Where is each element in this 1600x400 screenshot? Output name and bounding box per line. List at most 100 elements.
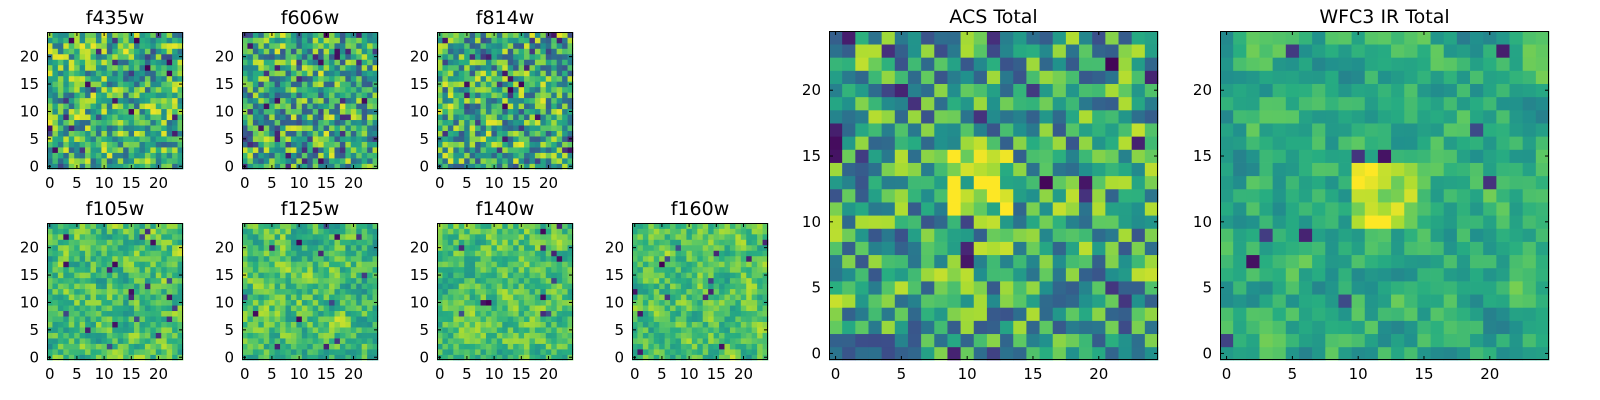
heatmap-cell [274,327,281,333]
heatmap-cell [686,310,693,317]
heatmap-cell [161,349,168,355]
heatmap-cell [95,59,102,66]
heatmap-cell [567,152,574,159]
heatmap-cell [79,327,86,333]
heatmap-cell [518,299,525,306]
heatmap-cell [329,75,335,82]
heatmap-cell [442,228,449,235]
heatmap-cell [350,321,357,328]
heatmap-cell [139,108,146,115]
heatmap-cell [274,103,281,110]
heatmap-cell [437,305,443,312]
heatmap-cell [258,261,265,268]
heatmap-cell [334,310,341,317]
heatmap-cell [464,81,470,88]
heatmap-cell [458,103,465,110]
heatmap-cell [242,294,248,301]
heatmap-cell [68,163,75,170]
heatmap-cell [47,349,53,355]
heatmap-cell [307,310,314,317]
heatmap-cell [123,158,129,164]
heatmap-cell [150,332,157,339]
heatmap-cell [85,130,91,137]
heatmap-cell [642,354,649,361]
heatmap-cell [502,114,509,121]
heatmap-cell [318,272,324,279]
heatmap-cell [274,316,281,322]
x-tick-label: 0 [630,365,640,383]
heatmap-cell [90,239,97,246]
heatmap-cell [57,239,64,246]
heatmap-cell [1000,228,1014,242]
heatmap-cell [258,272,265,279]
heatmap-cell [166,32,173,38]
heatmap-cell [161,239,168,246]
heatmap-cell [312,70,319,77]
heatmap-cell [1026,281,1040,295]
heatmap-cell [442,92,449,99]
heatmap-cell [280,255,286,262]
heatmap-cell [263,283,270,290]
heatmap-cell [106,228,113,235]
heatmap-cell [318,283,324,290]
heatmap-cell [453,338,460,344]
heatmap-cell [68,332,75,339]
heatmap-cell [670,299,676,306]
heatmap-cell [247,223,254,229]
heatmap-cell [339,163,346,170]
heatmap-cell [247,261,254,268]
heatmap-cell [269,158,275,164]
heatmap-cell [79,75,86,82]
heatmap-cell [323,119,330,126]
heatmap-cell [74,321,80,328]
heatmap-cell [285,152,292,159]
heatmap-cell [90,103,97,110]
heatmap-cell [496,299,503,306]
heatmap-cell [312,338,319,344]
heatmap-cell [117,228,124,235]
heatmap-cell [361,349,368,355]
heatmap-cell [960,320,975,335]
heatmap-cell [507,147,514,153]
heatmap-cell [480,108,487,115]
heatmap-cell [95,37,102,44]
heatmap-cell [301,288,308,295]
heatmap-cell [329,250,335,257]
heatmap-cell [258,114,265,121]
heatmap-cell [134,327,140,333]
y-tick-label: 15 [215,75,234,93]
heatmap-cell [680,233,687,240]
heatmap-cell [269,70,275,77]
heatmap-cell [155,332,162,339]
heatmap-cell [274,119,281,126]
heatmap-cell [247,305,254,312]
heatmap-cell [307,316,314,322]
heatmap-cell [691,299,698,306]
heatmap-cell [345,86,352,93]
heatmap-cell [475,332,481,339]
heatmap-cell [269,81,275,88]
heatmap-cell [513,97,519,104]
heatmap-cell [112,223,119,229]
heatmap-cell [513,261,519,268]
heatmap-cell [345,108,352,115]
heatmap-cell [986,267,1001,282]
heatmap-cell [855,346,869,361]
heatmap-cell [529,42,536,49]
heatmap-cell [697,239,704,246]
heatmap-cell [47,37,53,44]
heatmap-cell [469,81,476,88]
heatmap-cell [350,81,357,88]
heatmap-cell [947,215,961,229]
heatmap-cell [106,163,113,170]
heatmap-cell [502,288,509,295]
heatmap-cell [263,310,270,317]
heatmap-cell [139,228,146,235]
heatmap-cell [172,294,178,301]
heatmap-cell [79,163,86,170]
heatmap-cell [356,266,363,273]
heatmap-cell [172,338,178,344]
heatmap-cell [161,261,168,268]
heatmap-cell [318,136,324,142]
